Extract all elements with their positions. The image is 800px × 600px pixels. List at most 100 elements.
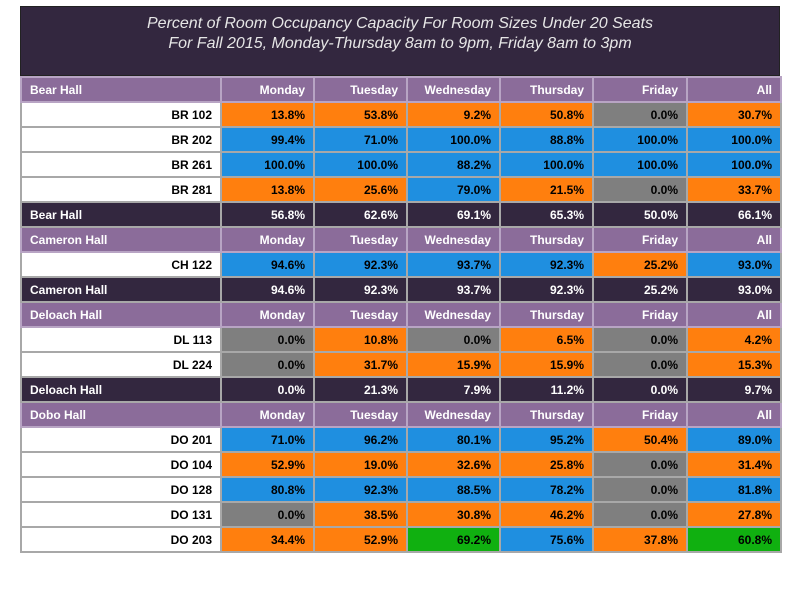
hall-summary-cell: 56.8%: [220, 201, 315, 228]
room-name: DO 203: [20, 526, 222, 553]
occupancy-cell: 69.2%: [406, 526, 501, 553]
room-name: DO 131: [20, 501, 222, 528]
column-header-friday: Friday: [592, 76, 688, 103]
column-header-all: All: [686, 301, 782, 328]
occupancy-cell: 37.8%: [592, 526, 688, 553]
room-name: DL 113: [20, 326, 222, 353]
occupancy-cell: 0.0%: [220, 351, 315, 378]
room-name: BR 261: [20, 151, 222, 178]
room-row: DO 131 0.0% 38.5% 30.8% 46.2% 0.0% 27.8%: [20, 501, 782, 528]
hall-header-row: Bear Hall Monday Tuesday Wednesday Thursday F…: [20, 76, 782, 103]
occupancy-cell: 6.5%: [499, 326, 594, 353]
hall-summary-cell: 0.0%: [220, 376, 315, 403]
occupancy-cell: 38.5%: [313, 501, 408, 528]
occupancy-cell: 92.3%: [499, 251, 594, 278]
hall-summary-cell: 93.0%: [686, 276, 782, 303]
column-header-all: All: [686, 226, 782, 253]
occupancy-cell: 60.8%: [686, 526, 782, 553]
room-name: BR 202: [20, 126, 222, 153]
occupancy-cell: 32.6%: [406, 451, 501, 478]
room-row: DO 104 52.9% 19.0% 32.6% 25.8% 0.0% 31.4%: [20, 451, 782, 478]
occupancy-cell: 0.0%: [592, 101, 688, 128]
room-row: BR 261 100.0% 100.0% 88.2% 100.0% 100.0% 100.0…: [20, 151, 782, 178]
room-name: BR 281: [20, 176, 222, 203]
column-header-tuesday: Tuesday: [313, 301, 408, 328]
occupancy-cell: 100.0%: [220, 151, 315, 178]
occupancy-cell: 0.0%: [220, 501, 315, 528]
hall-summary-name: Bear Hall: [20, 201, 222, 228]
hall-summary-row: Bear Hall 56.8% 62.6% 69.1% 65.3% 50.0% 66.1%: [20, 201, 782, 228]
column-header-friday: Friday: [592, 401, 688, 428]
occupancy-cell: 99.4%: [220, 126, 315, 153]
hall-summary-cell: 9.7%: [686, 376, 782, 403]
occupancy-cell: 15.9%: [499, 351, 594, 378]
hall-summary-cell: 11.2%: [499, 376, 594, 403]
occupancy-cell: 88.8%: [499, 126, 594, 153]
column-header-thursday: Thursday: [499, 226, 594, 253]
occupancy-cell: 0.0%: [592, 476, 688, 503]
room-row: BR 202 99.4% 71.0% 100.0% 88.8% 100.0% 100.0%: [20, 126, 782, 153]
room-row: BR 281 13.8% 25.6% 79.0% 21.5% 0.0% 33.7%: [20, 176, 782, 203]
occupancy-cell: 27.8%: [686, 501, 782, 528]
occupancy-cell: 0.0%: [592, 501, 688, 528]
room-name: DO 128: [20, 476, 222, 503]
room-row: DL 224 0.0% 31.7% 15.9% 15.9% 0.0% 15.3%: [20, 351, 782, 378]
occupancy-cell: 52.9%: [220, 451, 315, 478]
column-header-monday: Monday: [220, 401, 315, 428]
hall-summary-row: Deloach Hall 0.0% 21.3% 7.9% 11.2% 0.0% 9.7%: [20, 376, 782, 403]
occupancy-cell: 80.8%: [220, 476, 315, 503]
room-name: BR 102: [20, 101, 222, 128]
occupancy-cell: 79.0%: [406, 176, 501, 203]
hall-summary-row: Cameron Hall 94.6% 92.3% 93.7% 92.3% 25.2% 93.…: [20, 276, 782, 303]
occupancy-cell: 15.9%: [406, 351, 501, 378]
occupancy-cell: 15.3%: [686, 351, 782, 378]
occupancy-cell: 95.2%: [499, 426, 594, 453]
occupancy-cell: 100.0%: [592, 151, 688, 178]
occupancy-cell: 100.0%: [406, 126, 501, 153]
hall-summary-cell: 69.1%: [406, 201, 501, 228]
occupancy-cell: 93.0%: [686, 251, 782, 278]
occupancy-cell: 92.3%: [313, 476, 408, 503]
occupancy-cell: 81.8%: [686, 476, 782, 503]
occupancy-table-body: Bear Hall Monday Tuesday Wednesday Thursday F…: [20, 76, 782, 553]
hall-summary-cell: 93.7%: [406, 276, 501, 303]
occupancy-cell: 10.8%: [313, 326, 408, 353]
occupancy-cell: 52.9%: [313, 526, 408, 553]
column-header-tuesday: Tuesday: [313, 401, 408, 428]
occupancy-cell: 88.5%: [406, 476, 501, 503]
column-header-thursday: Thursday: [499, 76, 594, 103]
report-title-banner: Percent of Room Occupancy Capacity For R…: [20, 6, 780, 76]
occupancy-table: Bear Hall Monday Tuesday Wednesday Thursday F…: [20, 76, 782, 553]
hall-summary-cell: 7.9%: [406, 376, 501, 403]
occupancy-cell: 0.0%: [406, 326, 501, 353]
hall-summary-cell: 21.3%: [313, 376, 408, 403]
hall-summary-cell: 66.1%: [686, 201, 782, 228]
room-name: DL 224: [20, 351, 222, 378]
occupancy-cell: 71.0%: [220, 426, 315, 453]
occupancy-cell: 88.2%: [406, 151, 501, 178]
hall-name: Dobo Hall: [20, 401, 222, 428]
occupancy-cell: 4.2%: [686, 326, 782, 353]
column-header-wednesday: Wednesday: [406, 226, 501, 253]
hall-header-row: Cameron Hall Monday Tuesday Wednesday Thursd…: [20, 226, 782, 253]
occupancy-cell: 50.4%: [592, 426, 688, 453]
hall-name: Bear Hall: [20, 76, 222, 103]
column-header-friday: Friday: [592, 301, 688, 328]
room-name: DO 201: [20, 426, 222, 453]
room-name: CH 122: [20, 251, 222, 278]
hall-summary-cell: 25.2%: [592, 276, 688, 303]
occupancy-cell: 75.6%: [499, 526, 594, 553]
occupancy-cell: 100.0%: [592, 126, 688, 153]
occupancy-cell: 0.0%: [220, 326, 315, 353]
room-row: DO 201 71.0% 96.2% 80.1% 95.2% 50.4% 89.0%: [20, 426, 782, 453]
hall-summary-name: Cameron Hall: [20, 276, 222, 303]
occupancy-cell: 96.2%: [313, 426, 408, 453]
room-row: CH 122 94.6% 92.3% 93.7% 92.3% 25.2% 93.0%: [20, 251, 782, 278]
occupancy-cell: 33.7%: [686, 176, 782, 203]
occupancy-cell: 93.7%: [406, 251, 501, 278]
room-name: DO 104: [20, 451, 222, 478]
hall-summary-name: Deloach Hall: [20, 376, 222, 403]
hall-summary-cell: 0.0%: [592, 376, 688, 403]
column-header-tuesday: Tuesday: [313, 76, 408, 103]
column-header-wednesday: Wednesday: [406, 401, 501, 428]
